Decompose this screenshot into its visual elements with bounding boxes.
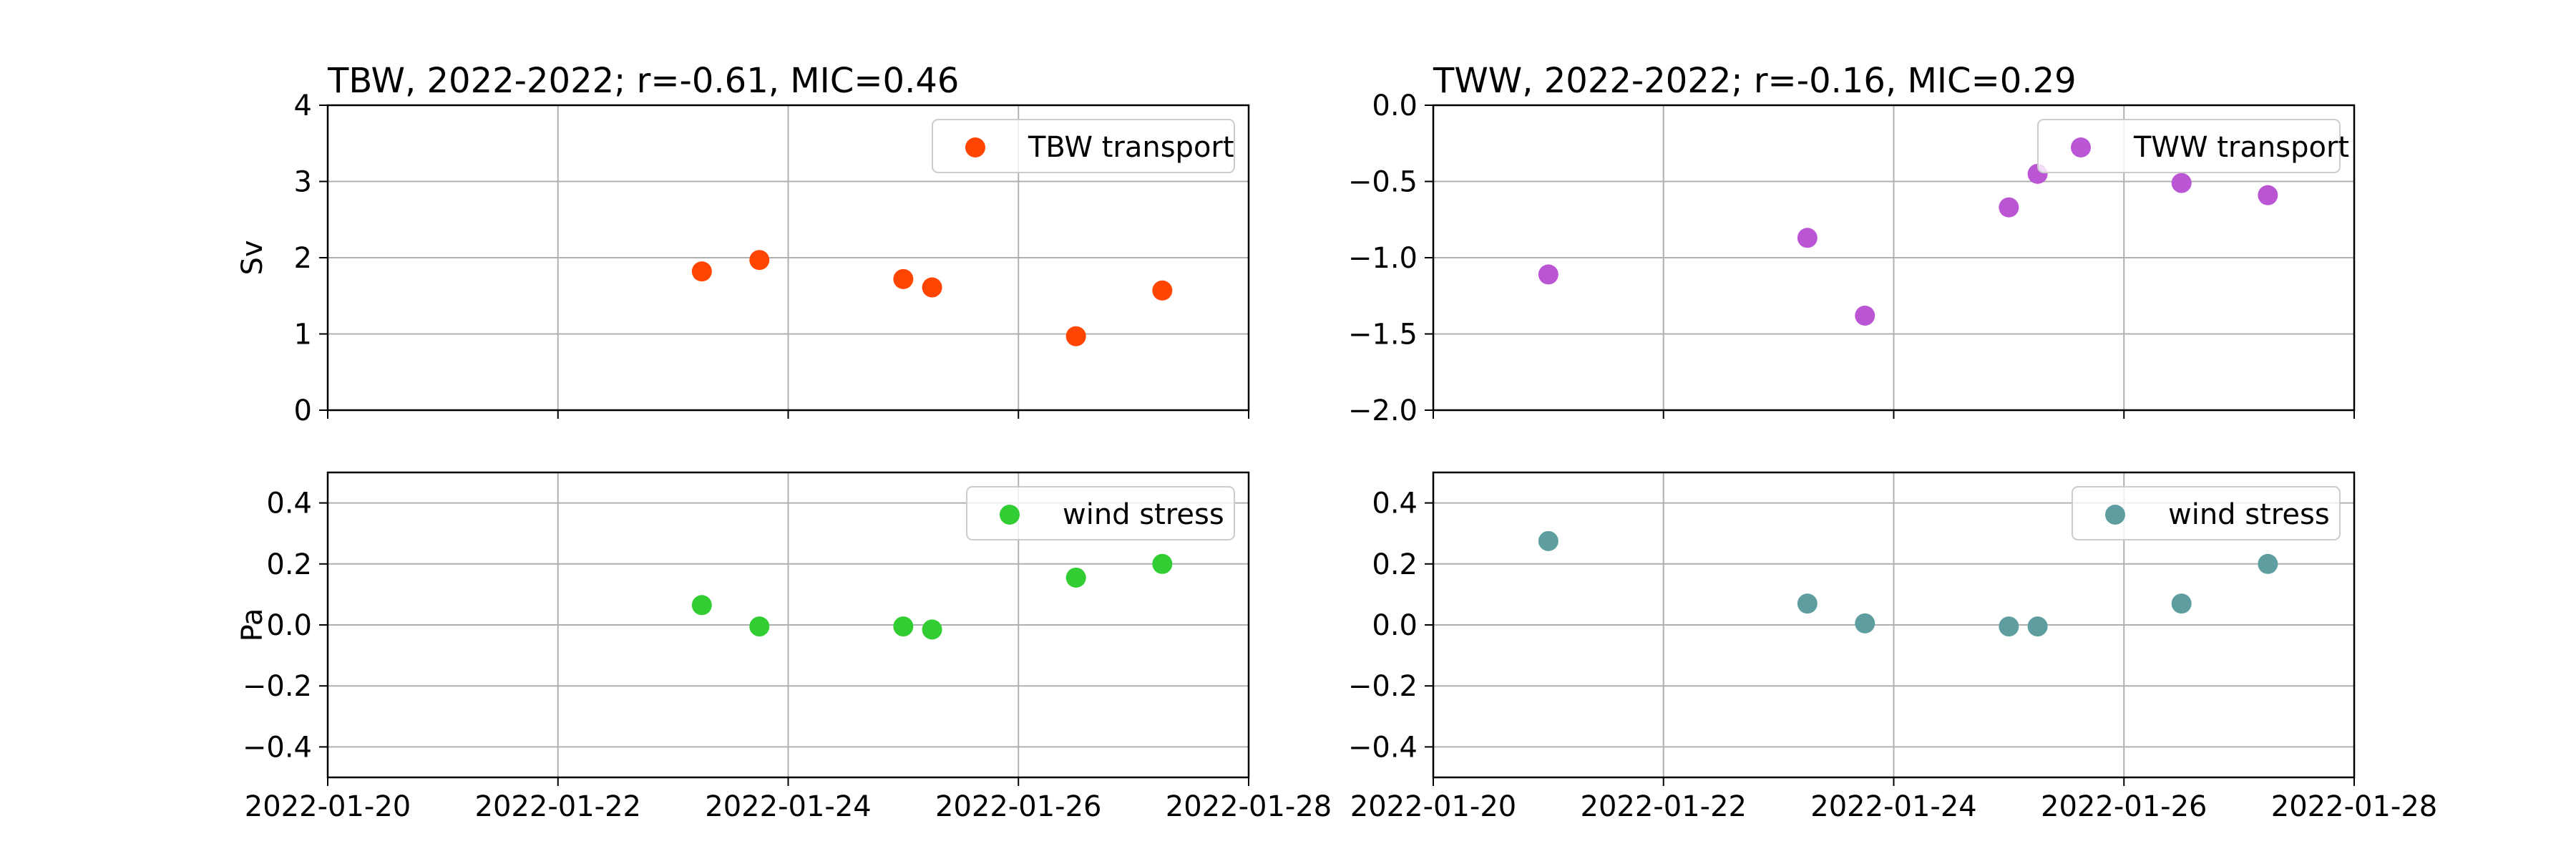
plot-frame <box>326 471 1250 779</box>
y-tick-label: 0.0 <box>1372 89 1418 122</box>
x-tick-label: 2022-01-28 <box>1166 790 1332 823</box>
data-point <box>1538 530 1558 551</box>
legend: TBW transport <box>932 119 1235 173</box>
y-tick-label: 0.4 <box>266 487 312 520</box>
data-point <box>2258 553 2278 574</box>
data-point <box>691 595 712 616</box>
y-tick-label: 2 <box>294 242 312 275</box>
data-point <box>1855 613 1875 634</box>
x-tick-label: 2022-01-22 <box>1581 790 1747 823</box>
x-tick-label: 2022-01-22 <box>475 790 641 823</box>
legend-box <box>2072 486 2341 540</box>
y-tick-label: −0.4 <box>243 731 312 764</box>
y-tick-label: 0.2 <box>1372 548 1418 581</box>
data-point <box>2027 616 2048 637</box>
plot-frame <box>326 104 1250 412</box>
x-tick-label: 2022-01-20 <box>1350 790 1516 823</box>
y-tick-label: −2.0 <box>1348 394 1418 427</box>
chart-panel-top-right: −2.0 −1.5 −1.0 −0.5 0.0 TWW, 2022-2022; r=-0.… <box>1348 61 2356 427</box>
x-tick-label: 2022-01-28 <box>2271 790 2437 823</box>
legend-label: wind stress <box>2168 498 2330 531</box>
data-point <box>2171 593 2192 614</box>
legend-box <box>932 119 1235 173</box>
data-point <box>1999 616 2019 637</box>
y-axis-label: Pa <box>236 608 269 642</box>
y-axis-label: Sv <box>236 240 269 275</box>
data-point <box>2258 185 2278 205</box>
data-point <box>893 268 914 289</box>
data-point <box>922 619 942 640</box>
data-point <box>893 616 914 637</box>
y-tick-label: −0.5 <box>1348 166 1418 199</box>
chart-panel-top-left: 0 1 2 3 4 Sv TBW, 2022-2022; r=-0.61, MIC=0.46… <box>236 61 1250 427</box>
data-point <box>1999 197 2019 218</box>
plot-frame <box>1432 104 2356 412</box>
x-tick-label: 2022-01-24 <box>705 790 871 823</box>
y-tick-label: −0.4 <box>1348 731 1418 764</box>
y-tick-label: 0.0 <box>1372 609 1418 642</box>
y-tick-label: 0.4 <box>1372 487 1418 520</box>
y-tick-label: −0.2 <box>243 670 312 703</box>
x-tick-label: 2022-01-26 <box>935 790 1101 823</box>
data-point <box>1152 553 1173 574</box>
chart-panel-bottom-left: 2022-01-20 2022-01-22 2022-01-24 2022-01-26… <box>236 471 1332 823</box>
x-tick-label: 2022-01-26 <box>2041 790 2207 823</box>
x-tick-label: 2022-01-24 <box>1810 790 1976 823</box>
chart-title: TWW, 2022-2022; r=-0.16, MIC=0.29 <box>1433 61 2077 101</box>
legend-marker <box>965 137 985 157</box>
y-tick-label: 0 <box>294 394 312 427</box>
data-point <box>1855 305 1875 326</box>
data-point <box>749 616 770 637</box>
data-point <box>1797 593 1818 614</box>
data-point <box>1797 228 1818 248</box>
data-point <box>1538 264 1558 285</box>
legend-box <box>2037 119 2341 173</box>
data-point <box>2171 173 2192 193</box>
y-tick-label: 0.2 <box>266 548 312 581</box>
y-tick-label: 1 <box>294 319 312 351</box>
y-tick-label: 0.0 <box>266 609 312 642</box>
plot-frame <box>1432 471 2356 779</box>
data-point <box>691 261 712 282</box>
legend-marker <box>2071 137 2091 157</box>
y-tick-label: −1.0 <box>1348 242 1418 275</box>
data-point <box>922 277 942 298</box>
legend-label: TWW transport <box>2133 131 2349 164</box>
data-point <box>1152 280 1173 301</box>
legend: TWW transport <box>2037 119 2349 173</box>
y-tick-label: −1.5 <box>1348 319 1418 351</box>
y-tick-label: −0.2 <box>1348 670 1418 703</box>
chart-panel-bottom-right: 2022-01-20 2022-01-22 2022-01-24 2022-01-26… <box>1348 471 2437 823</box>
data-point <box>1065 326 1086 346</box>
y-tick-label: 3 <box>294 166 312 199</box>
legend-label: wind stress <box>1063 498 1224 531</box>
legend-label: TBW transport <box>1028 131 1234 164</box>
chart-title: TBW, 2022-2022; r=-0.61, MIC=0.46 <box>327 61 959 101</box>
legend-marker <box>2105 505 2125 525</box>
legend-box <box>966 486 1235 540</box>
data-point <box>1065 567 1086 588</box>
legend-marker <box>1000 505 1020 525</box>
x-tick-label: 2022-01-20 <box>245 790 411 823</box>
y-tick-label: 4 <box>294 89 312 122</box>
data-point <box>749 250 770 271</box>
legend: wind stress <box>2072 486 2341 540</box>
legend: wind stress <box>966 486 1235 540</box>
